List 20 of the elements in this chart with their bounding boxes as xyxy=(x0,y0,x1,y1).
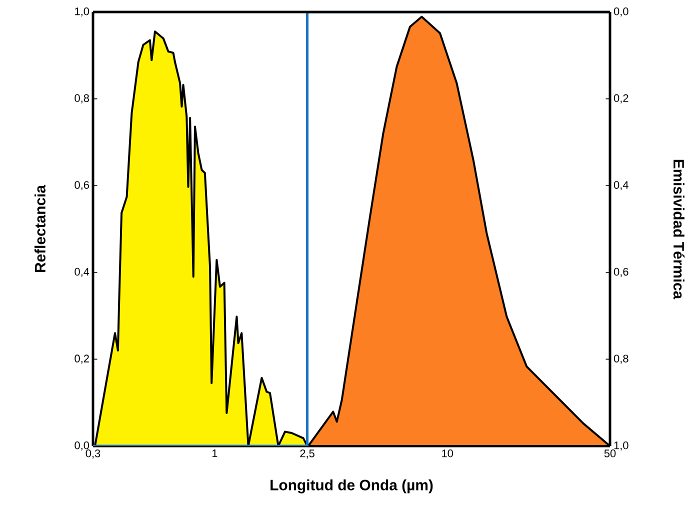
x-tick-label: 1 xyxy=(212,450,218,458)
y2-tick-label: 1,0 xyxy=(614,441,628,451)
y2-tick-label: 0,4 xyxy=(614,181,628,190)
y2-axis-title: Emisividad Térmica xyxy=(673,160,685,300)
y-tick-label: 0,2 xyxy=(74,354,89,364)
y2-tick-label: 0,8 xyxy=(614,354,628,364)
y-tick-label: 0,0 xyxy=(74,441,90,451)
x-tick-label: 0,3 xyxy=(86,450,100,459)
y-axis-title: Reflectancia xyxy=(34,184,46,272)
y-tick-label: 0,8 xyxy=(74,94,89,104)
x-tick-label: 10 xyxy=(442,450,454,458)
y-tick-label: 0,4 xyxy=(74,268,90,277)
y2-tick-label: 0,6 xyxy=(614,268,628,277)
y2-tick-label: 0,0 xyxy=(614,7,628,17)
y-tick-label: 0,6 xyxy=(74,181,89,190)
x-axis-title: Longitud de Onda (µm) xyxy=(270,479,433,494)
x-tick-label: 50 xyxy=(604,450,616,458)
x-tick-label: 2,5 xyxy=(300,450,314,459)
y-tick-label: 1,0 xyxy=(75,7,90,17)
y2-tick-label: 0,2 xyxy=(614,94,628,104)
